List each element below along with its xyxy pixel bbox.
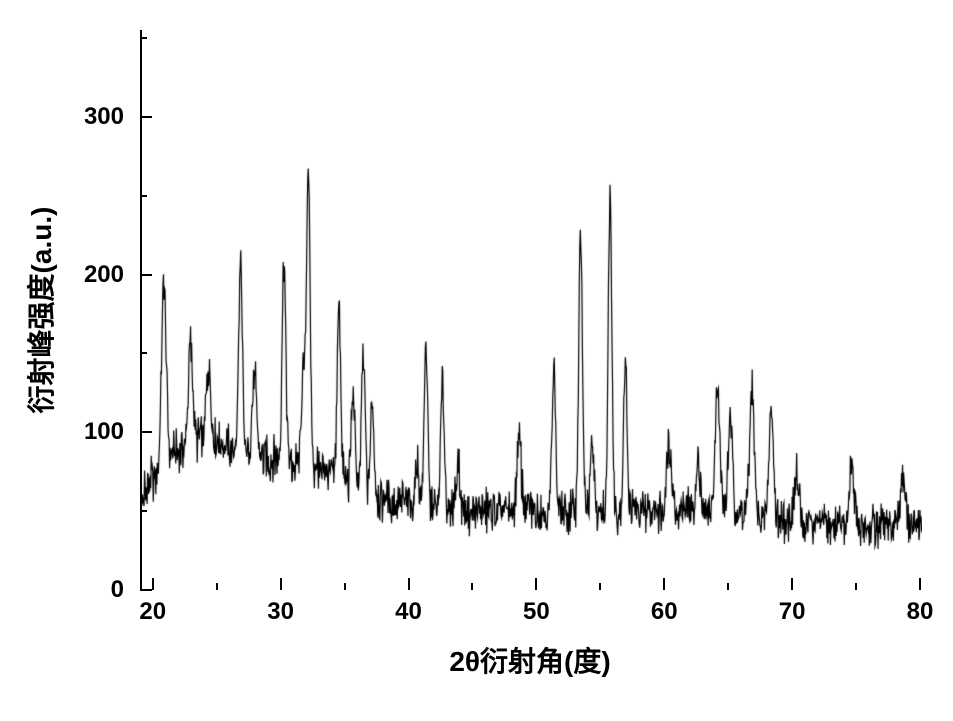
x-minor-tick <box>344 583 346 590</box>
y-major-tick <box>140 431 152 433</box>
y-axis-label: 衍射峰强度(a.u.) <box>20 207 60 414</box>
x-tick-label: 20 <box>139 598 166 626</box>
x-minor-tick <box>471 583 473 590</box>
x-tick-label: 60 <box>651 598 678 626</box>
y-tick-label: 200 <box>84 261 124 289</box>
x-major-tick <box>663 578 665 590</box>
x-minor-tick <box>599 583 601 590</box>
x-tick-label: 30 <box>267 598 294 626</box>
y-tick-label: 100 <box>84 418 124 446</box>
xrd-plot-container: 20 30 40 50 60 70 80 0 100 200 300 2θ衍射角(度) 衍射峰强度(… <box>0 0 953 721</box>
x-axis-label: 2θ衍射角(度) <box>449 640 610 680</box>
y-minor-tick <box>140 195 147 197</box>
y-minor-tick <box>140 352 147 354</box>
y-tick-label: 0 <box>111 576 124 604</box>
x-major-tick <box>791 578 793 590</box>
x-minor-tick <box>727 583 729 590</box>
y-tick-label: 300 <box>84 103 124 131</box>
x-tick-label: 40 <box>395 598 422 626</box>
y-major-tick <box>140 274 152 276</box>
x-tick-label: 70 <box>779 598 806 626</box>
x-minor-tick <box>855 583 857 590</box>
x-tick-label: 50 <box>523 598 550 626</box>
x-major-tick <box>408 578 410 590</box>
y-minor-tick <box>140 510 147 512</box>
x-minor-tick <box>216 583 218 590</box>
y-minor-tick <box>140 37 147 39</box>
plot-area <box>140 30 920 590</box>
y-major-tick <box>140 589 152 591</box>
x-major-tick <box>152 578 154 590</box>
x-major-tick <box>919 578 921 590</box>
y-major-tick <box>140 116 152 118</box>
x-tick-label: 80 <box>907 598 934 626</box>
x-major-tick <box>280 578 282 590</box>
xrd-data-line <box>142 30 922 590</box>
x-major-tick <box>535 578 537 590</box>
